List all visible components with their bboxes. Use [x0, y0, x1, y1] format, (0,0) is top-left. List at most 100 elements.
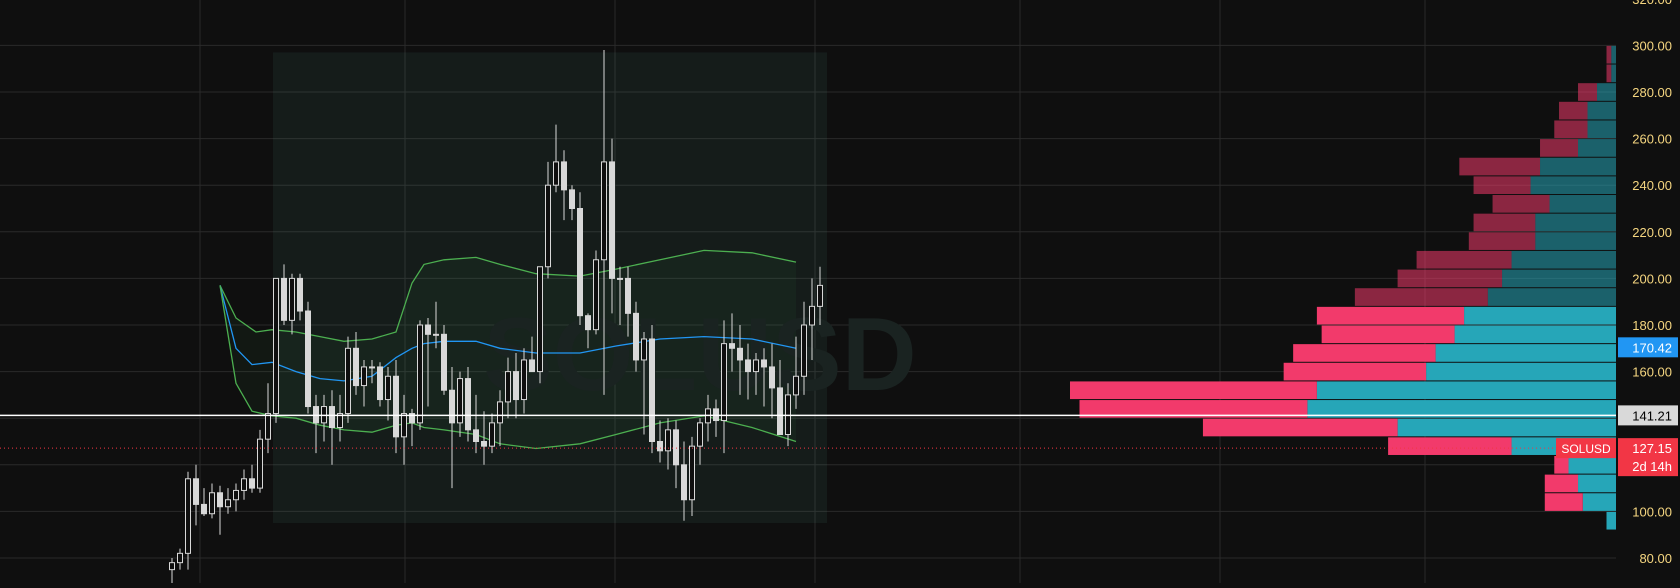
candles[interactable]: [169, 50, 823, 584]
volume-profile-up-bar: [1535, 213, 1616, 232]
volume-profile-up-bar: [1587, 101, 1616, 120]
candle: [769, 343, 775, 419]
price-tag-label: 170.42: [1632, 340, 1672, 355]
volume-profile-down-bar: [1321, 325, 1455, 344]
candle: [465, 366, 471, 442]
candle-body-up: [593, 259, 599, 331]
candle-body-down: [777, 387, 783, 436]
candle-body-down: [633, 312, 639, 361]
candle-body-down: [465, 378, 471, 431]
candle: [801, 301, 807, 395]
candle-body-down: [201, 503, 207, 515]
price-tick-label: 280.00: [1632, 85, 1672, 100]
candle: [697, 418, 703, 465]
candle-body-down: [681, 464, 687, 501]
price-tick-label: 80.00: [1639, 551, 1672, 566]
volume-profile-down-bar: [1554, 120, 1588, 139]
candle: [489, 413, 495, 454]
candle: [369, 359, 375, 384]
candle: [577, 192, 583, 325]
price-tick-label: 180.00: [1632, 318, 1672, 333]
volume-profile-down-bar: [1559, 101, 1588, 120]
candle: [593, 250, 599, 335]
candle-body-up: [361, 366, 367, 387]
candle-body-down: [657, 441, 663, 452]
price-tick-label: 240.00: [1632, 178, 1672, 193]
candle: [385, 366, 391, 421]
volume-profile-up-bar: [1578, 474, 1616, 493]
volume-profile-down-bar: [1459, 157, 1541, 176]
candle: [793, 336, 799, 409]
candle: [529, 336, 535, 373]
candle: [777, 359, 783, 436]
candle: [665, 418, 671, 470]
candle-body-up: [697, 422, 703, 447]
candle-body-down: [569, 189, 575, 209]
volume-profile-down-bar: [1540, 139, 1579, 157]
volume-profile-down-bar: [1397, 269, 1503, 288]
candle-body-down: [473, 429, 479, 443]
candle-body-down: [761, 359, 767, 368]
candle: [689, 436, 695, 517]
candle: [441, 325, 447, 395]
price-axis[interactable]: 80.00100.00120.00140.00160.00180.00200.0…: [1632, 0, 1672, 566]
candle: [297, 273, 303, 321]
candle: [545, 161, 551, 279]
volume-profile-up-bar: [1578, 139, 1616, 157]
candle-body-down: [577, 208, 583, 317]
candle: [257, 429, 263, 493]
candle-body-down: [745, 359, 751, 373]
candle-body-down: [217, 492, 223, 508]
volume-profile-down-bar: [1293, 344, 1436, 362]
candle: [225, 488, 231, 514]
candle-body-up: [209, 492, 215, 515]
volume-profile-down-bar: [1473, 213, 1536, 232]
range-box: [220, 52, 827, 524]
candle: [505, 357, 511, 419]
candle: [361, 359, 367, 407]
candle-body-up: [337, 413, 343, 429]
volume-profile-up-bar: [1611, 64, 1616, 83]
candle-body-down: [609, 161, 615, 279]
volume-profile-down-bar: [1468, 232, 1536, 250]
candle-body-up: [345, 347, 351, 415]
volume-profile-down-bar: [1492, 195, 1550, 213]
candle: [305, 301, 311, 414]
volume-profile-down-bar: [1416, 250, 1512, 269]
candle-body-up: [665, 429, 671, 452]
candle-body-up: [553, 161, 559, 186]
candle: [537, 266, 543, 384]
volume-profile-up-bar: [1540, 157, 1616, 176]
volume-profile-up-bar: [1502, 269, 1616, 288]
current-price-label: 127.15: [1632, 441, 1672, 456]
candle: [201, 488, 207, 517]
candle-body-up: [545, 184, 551, 268]
candle: [345, 336, 351, 423]
candle: [377, 362, 383, 407]
candle-body-down: [729, 343, 735, 349]
candle-body-up: [689, 445, 695, 501]
candle: [753, 352, 759, 395]
candle-body-up: [721, 343, 727, 422]
volume-profile-down-bar: [1070, 381, 1317, 400]
candle-body-up: [241, 478, 247, 491]
volume-profile-up-bar: [1582, 493, 1616, 511]
price-lines: [0, 414, 1616, 449]
candle-body-up: [401, 413, 407, 438]
price-tick-label: 220.00: [1632, 225, 1672, 240]
candle: [217, 485, 223, 535]
volume-profile-up-bar: [1597, 83, 1616, 101]
candle: [433, 301, 439, 349]
range-box-rect: [273, 52, 827, 524]
price-tick-label: 200.00: [1632, 271, 1672, 286]
volume-profile-down-bar: [1316, 306, 1465, 325]
candle: [209, 483, 215, 519]
candle-body-up: [641, 338, 647, 361]
candle: [265, 383, 271, 454]
candle: [457, 371, 463, 437]
volume-profile-up-bar: [1487, 288, 1616, 306]
candle-body-down: [297, 277, 303, 312]
candle-body-down: [281, 277, 287, 321]
